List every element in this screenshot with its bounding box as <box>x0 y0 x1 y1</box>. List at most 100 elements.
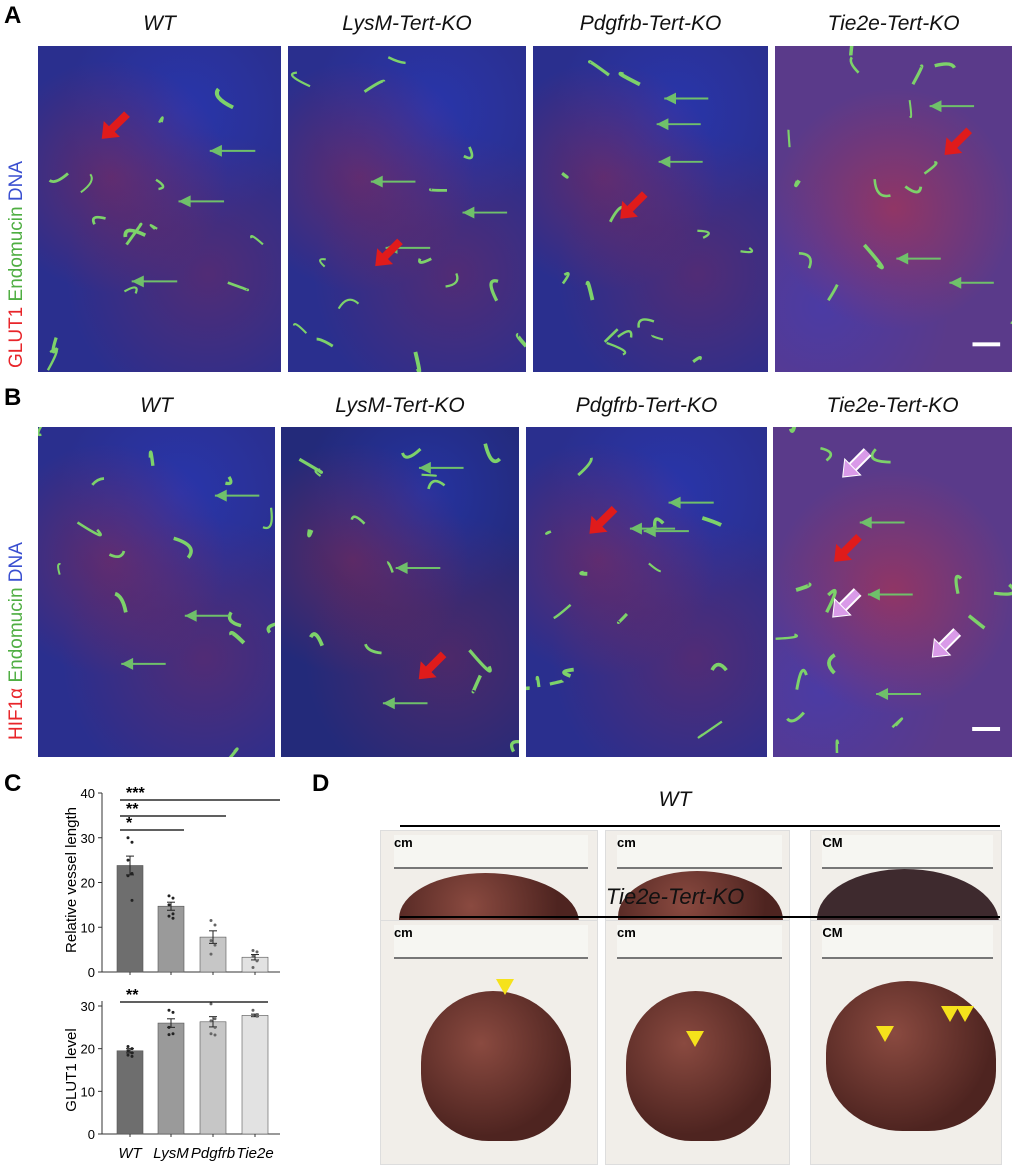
vessel-mark <box>309 632 324 647</box>
green-arrow-icon <box>664 92 709 105</box>
vessel-mark <box>386 561 394 573</box>
x-tick-label: LysM <box>153 1145 189 1162</box>
vessel-mark <box>849 46 854 56</box>
vessel-mark <box>1010 321 1012 324</box>
group-divider <box>400 916 1000 918</box>
vessel-mark <box>290 71 311 88</box>
group-label-wt: WT <box>658 788 692 811</box>
y-axis-label: Relative vessel length <box>63 807 80 953</box>
ruler-unit: cm <box>616 925 636 940</box>
dna-label: DNA <box>6 161 27 202</box>
ruler: CM <box>822 925 994 959</box>
vessel-mark <box>603 328 619 343</box>
group-label-tie2e: Tie2e-Tert-KO <box>605 884 745 909</box>
vessel-mark <box>870 448 891 464</box>
dna-label: DNA <box>6 542 27 583</box>
data-point <box>251 954 255 958</box>
green-arrow-icon <box>462 206 508 219</box>
vessel-mark <box>577 457 593 477</box>
green-arrow-icon <box>949 276 994 289</box>
data-point <box>130 1047 134 1051</box>
panel-a-channel-label: GLUT1 Endomucin DNA <box>6 161 28 368</box>
vessel-mark <box>38 427 43 437</box>
vessel-mark <box>798 251 812 269</box>
vessel-mark <box>585 280 595 301</box>
vessel-mark <box>923 161 938 175</box>
vessel-mark <box>250 234 264 246</box>
ruler-unit: cm <box>616 835 636 850</box>
vessel-mark <box>545 530 552 535</box>
micrograph-a-tie2e <box>775 46 1012 372</box>
vessel-mark <box>651 334 664 341</box>
vessel-mark <box>697 229 710 239</box>
vessel-mark <box>562 667 574 678</box>
significance-label: * <box>126 815 133 832</box>
vessel-mark <box>148 450 155 466</box>
data-point <box>126 836 130 840</box>
vessel-mark <box>51 337 59 354</box>
vessel-mark <box>483 443 502 464</box>
micrograph-a-wt <box>38 46 281 372</box>
vessel-mark <box>588 60 610 77</box>
vessel-mark <box>697 720 723 739</box>
green-arrow-icon <box>668 496 714 509</box>
micrograph-b-lysm <box>281 427 519 757</box>
vessel-mark <box>123 286 138 294</box>
x-tick-label: Pdgfrb <box>191 1145 235 1162</box>
bar <box>241 1015 269 1135</box>
vessel-mark <box>904 185 923 194</box>
vessel-mark <box>873 179 891 198</box>
vessel-mark <box>967 614 986 630</box>
col-title: WT <box>140 394 173 417</box>
data-point <box>209 939 213 943</box>
green-arrow-icon <box>418 461 464 474</box>
green-arrow-icon <box>859 516 905 529</box>
data-point <box>167 903 171 907</box>
data-point <box>255 1014 259 1018</box>
vessel-mark <box>849 56 860 74</box>
data-point <box>209 952 213 956</box>
data-point <box>167 894 171 898</box>
col-title: Tie2e-Tert-KO <box>827 12 960 35</box>
y-tick-label: 40 <box>81 786 95 801</box>
data-point <box>209 1019 213 1023</box>
data-point <box>213 943 217 947</box>
vessel-mark <box>445 272 459 288</box>
vessel-mark <box>787 129 791 148</box>
data-point <box>130 872 134 876</box>
ruler: CM <box>822 835 994 869</box>
vessel-mark <box>214 87 234 110</box>
y-tick-label: 0 <box>88 965 95 980</box>
data-point <box>255 959 259 963</box>
red-arrow-icon <box>834 534 862 562</box>
ruler-unit: cm <box>393 925 413 940</box>
vessel-mark <box>934 62 956 69</box>
data-point <box>255 950 259 954</box>
y-tick-label: 10 <box>81 1084 95 1099</box>
vessel-mark <box>788 427 797 433</box>
x-tick-label: WT <box>118 1145 143 1162</box>
y-tick-label: 30 <box>81 999 95 1014</box>
endomucin-label: Endomucin <box>6 587 27 683</box>
yellow-arrowhead-icon <box>496 979 514 995</box>
vessel-mark <box>606 341 627 356</box>
vessel-mark <box>155 178 165 191</box>
y-tick-label: 10 <box>81 920 95 935</box>
vessel-mark <box>795 582 812 592</box>
vessel-mark <box>158 116 164 124</box>
vessel-mark <box>710 662 728 672</box>
vessel-mark <box>80 173 93 194</box>
green-arrow-icon <box>184 609 230 622</box>
data-point <box>130 1051 134 1055</box>
green-arrow-icon <box>643 525 689 538</box>
y-tick-label: 20 <box>81 876 95 891</box>
green-arrow-icon <box>382 697 428 710</box>
vessel-mark <box>795 668 808 690</box>
yellow-arrowhead-icon <box>876 1026 894 1042</box>
vessel-mark <box>307 529 314 538</box>
vessel-mark <box>648 562 661 573</box>
red-arrow-icon <box>418 651 447 680</box>
vessel-mark <box>227 281 250 292</box>
data-point <box>126 1053 130 1057</box>
vessel-mark <box>421 473 437 477</box>
